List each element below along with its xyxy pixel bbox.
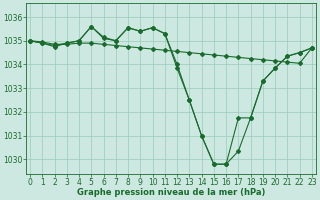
X-axis label: Graphe pression niveau de la mer (hPa): Graphe pression niveau de la mer (hPa) (77, 188, 265, 197)
